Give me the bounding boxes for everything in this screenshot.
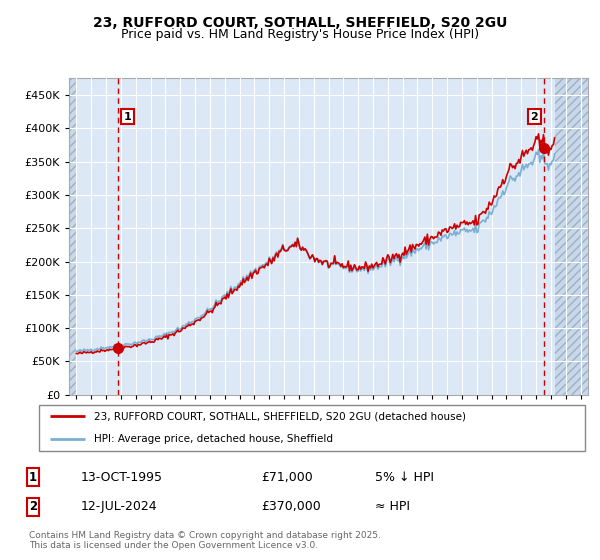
Text: £370,000: £370,000 <box>261 500 321 514</box>
Text: 1: 1 <box>124 111 131 122</box>
Text: 2: 2 <box>29 500 37 514</box>
FancyBboxPatch shape <box>39 405 585 451</box>
Text: 5% ↓ HPI: 5% ↓ HPI <box>375 470 434 484</box>
Text: 1: 1 <box>29 470 37 484</box>
Text: ≈ HPI: ≈ HPI <box>375 500 410 514</box>
Text: 13-OCT-1995: 13-OCT-1995 <box>81 470 163 484</box>
Text: 23, RUFFORD COURT, SOTHALL, SHEFFIELD, S20 2GU (detached house): 23, RUFFORD COURT, SOTHALL, SHEFFIELD, S… <box>94 412 466 421</box>
Text: Contains HM Land Registry data © Crown copyright and database right 2025.
This d: Contains HM Land Registry data © Crown c… <box>29 530 380 550</box>
Bar <box>554 78 588 395</box>
Text: 23, RUFFORD COURT, SOTHALL, SHEFFIELD, S20 2GU: 23, RUFFORD COURT, SOTHALL, SHEFFIELD, S… <box>93 16 507 30</box>
Text: Price paid vs. HM Land Registry's House Price Index (HPI): Price paid vs. HM Land Registry's House … <box>121 28 479 41</box>
Text: HPI: Average price, detached house, Sheffield: HPI: Average price, detached house, Shef… <box>94 435 332 444</box>
Text: 2: 2 <box>530 111 538 122</box>
Text: £71,000: £71,000 <box>261 470 313 484</box>
Text: 12-JUL-2024: 12-JUL-2024 <box>81 500 158 514</box>
Bar <box>69 78 76 395</box>
